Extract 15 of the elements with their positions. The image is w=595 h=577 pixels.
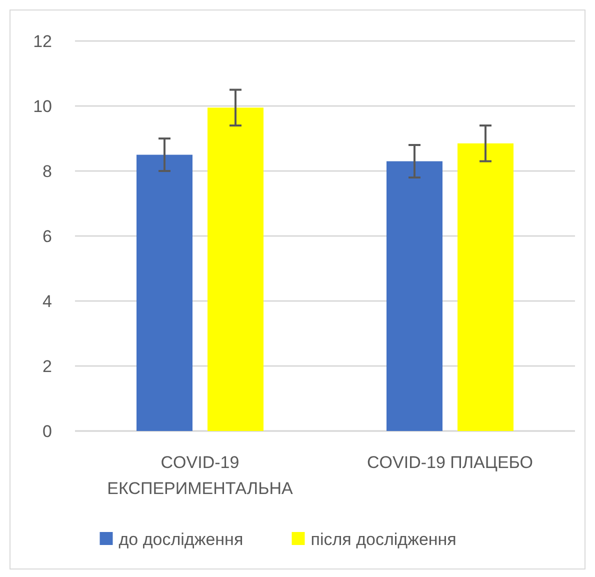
- y-tick-label: 6: [42, 226, 52, 246]
- legend-label: після дослідження: [310, 530, 456, 549]
- y-tick-label: 10: [33, 96, 52, 116]
- y-tick-label: 0: [42, 422, 52, 441]
- y-tick-label: 4: [42, 292, 52, 311]
- y-tick-label: 8: [42, 162, 52, 181]
- bar: [136, 154, 192, 431]
- bar: [458, 143, 514, 431]
- bar: [386, 161, 442, 431]
- bar: [208, 108, 264, 431]
- y-tick-label: 12: [33, 32, 52, 51]
- x-tick-label: COVID-19 ЕКСПЕРИМЕНТАЛЬНА: [107, 453, 294, 498]
- legend-label: до дослідження: [118, 530, 244, 549]
- x-tick-label: COVID-19 ПЛАЦЕБО: [367, 453, 533, 472]
- y-tick-label: 2: [42, 356, 52, 376]
